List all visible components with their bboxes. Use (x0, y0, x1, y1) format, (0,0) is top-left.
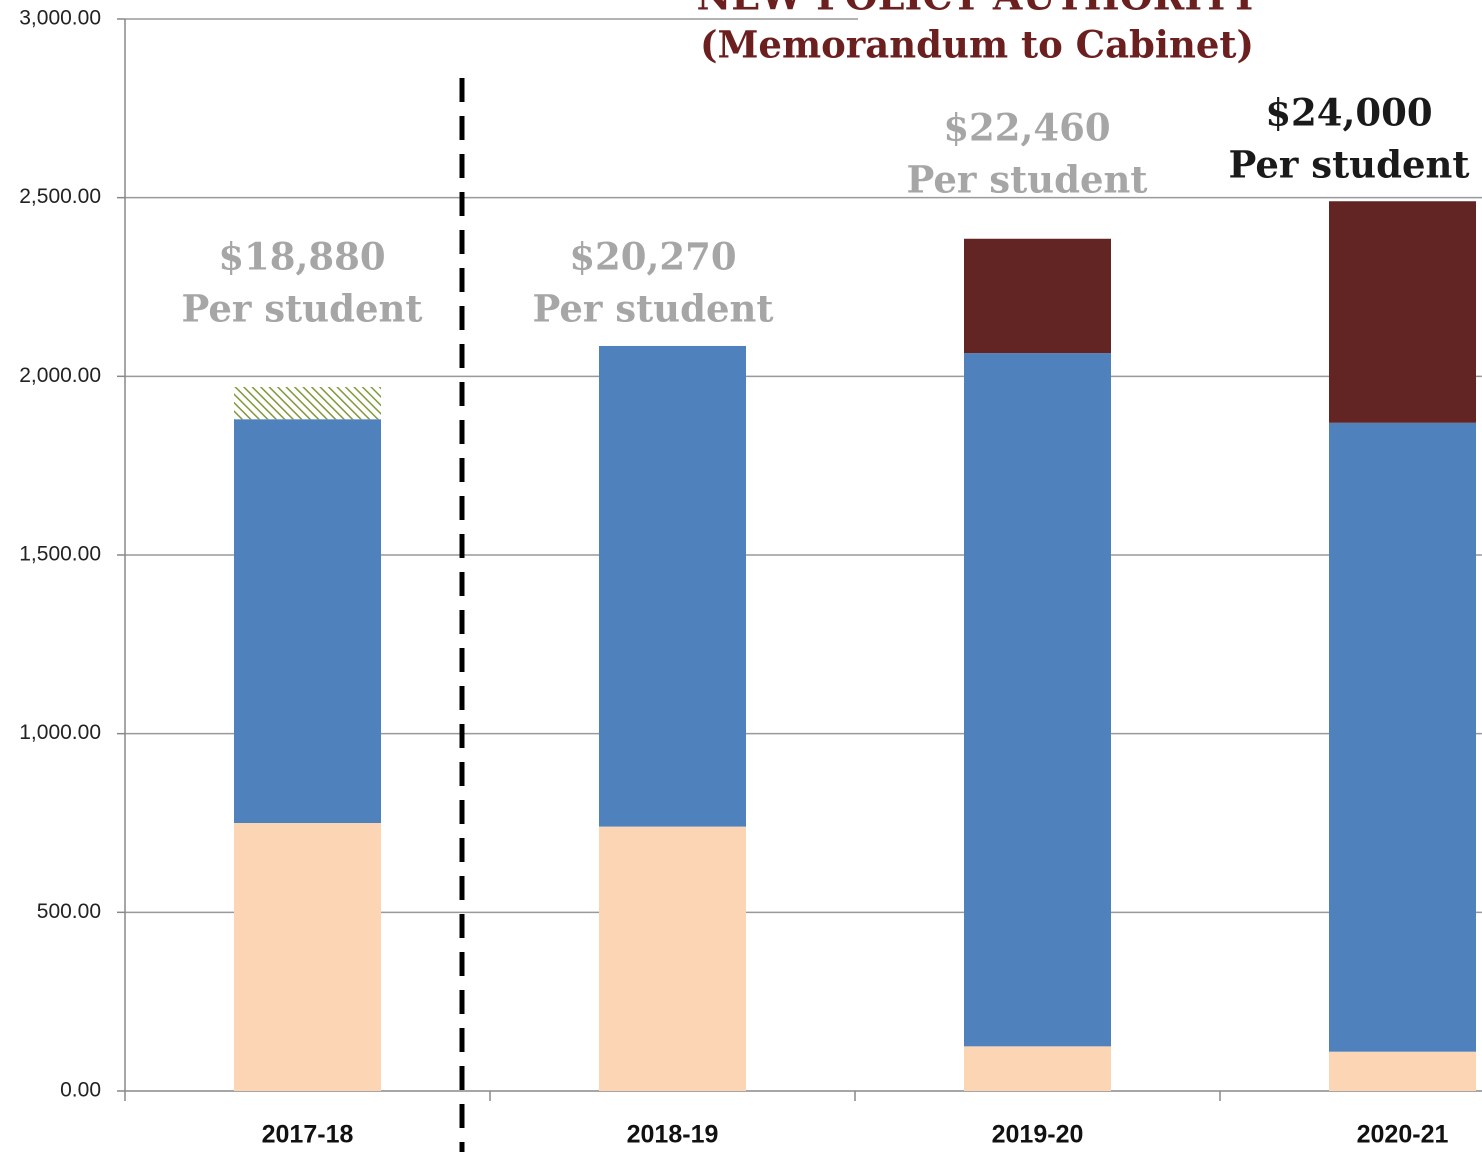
bar-segment (234, 823, 381, 1091)
bar-segment (964, 353, 1111, 1047)
y-tick-label: 2,500.00 (19, 185, 101, 208)
bar-segment (964, 238, 1111, 354)
bar-segment (234, 419, 381, 823)
annotation: $24,000 (1265, 91, 1432, 135)
annotation: $20,270 (569, 235, 736, 279)
chart-title: NEW POLICY AUTHORITY (696, 0, 1258, 19)
bar-segment (599, 345, 746, 827)
y-tick-label: 3,000.00 (19, 7, 101, 30)
annotation: Per student (533, 287, 774, 331)
annotation: Per student (907, 158, 1148, 202)
x-tick-label: 2020-21 (1357, 1121, 1449, 1149)
y-tick-label: 1,000.00 (19, 721, 101, 744)
annotation: $22,460 (943, 106, 1110, 150)
y-tick-label: 500.00 (37, 900, 101, 923)
bar-segment (599, 826, 746, 1091)
bar-segment (234, 387, 381, 420)
annotation: Per student (182, 287, 423, 331)
chart-subtitle: (Memorandum to Cabinet) (700, 23, 1254, 67)
bar-segment (1329, 201, 1476, 423)
bar-segment (1329, 1051, 1476, 1091)
y-tick-label: 0.00 (60, 1079, 101, 1102)
annotation: Per student (1229, 143, 1470, 187)
x-tick-label: 2017-18 (262, 1121, 354, 1149)
annotation-backing (858, 0, 1482, 196)
x-tick-label: 2019-20 (992, 1121, 1084, 1149)
annotation: $18,880 (218, 235, 385, 279)
bar-segment (964, 1046, 1111, 1091)
bar-segment (1329, 422, 1476, 1052)
y-tick-label: 2,000.00 (19, 364, 101, 387)
y-tick-label: 1,500.00 (19, 543, 101, 566)
x-tick-label: 2018-19 (627, 1121, 719, 1149)
